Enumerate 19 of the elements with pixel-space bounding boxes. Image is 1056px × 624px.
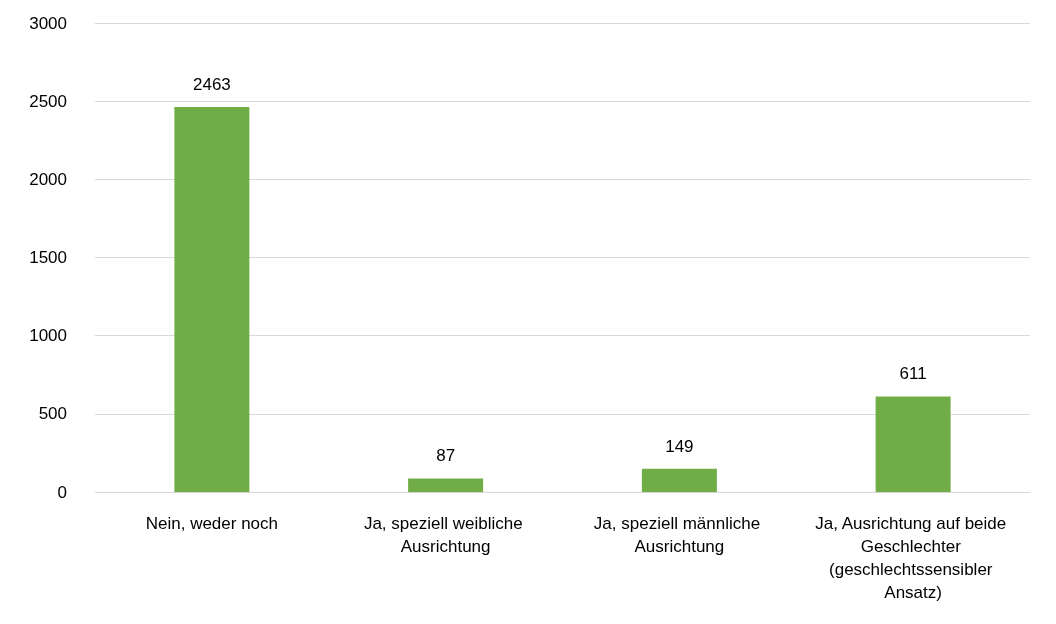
data-label: 611 — [899, 364, 927, 384]
bar — [174, 106, 250, 492]
data-label: 149 — [665, 436, 694, 456]
bar — [641, 468, 717, 492]
x-tick-label: Nein, weder noch — [145, 514, 279, 533]
y-tick-label: 1500 — [29, 248, 67, 267]
y-tick-label: 2500 — [29, 91, 67, 111]
y-tick-label: 1000 — [29, 326, 67, 346]
y-tick-label: 3000 — [29, 13, 67, 33]
x-tick-label: Ja, speziell weibliche Ausrichtung — [363, 514, 528, 556]
y-tick-label: 500 — [38, 404, 67, 424]
data-label: 2463 — [192, 74, 231, 94]
x-tick-label: Ja, speziell männliche Ausrichtung — [593, 514, 765, 556]
y-tick-label: 2000 — [29, 169, 67, 189]
bar — [408, 478, 484, 492]
bar — [875, 396, 951, 492]
x-tick-label: Ja, Ausrichtung auf beide Geschlechter (geschlechtssensibler Ansatz) — [815, 514, 1011, 602]
y-tick-label: 0 — [57, 482, 67, 502]
data-label: 87 — [436, 446, 456, 466]
